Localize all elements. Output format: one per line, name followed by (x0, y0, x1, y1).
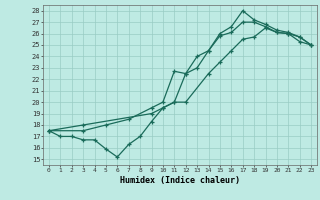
X-axis label: Humidex (Indice chaleur): Humidex (Indice chaleur) (120, 176, 240, 185)
